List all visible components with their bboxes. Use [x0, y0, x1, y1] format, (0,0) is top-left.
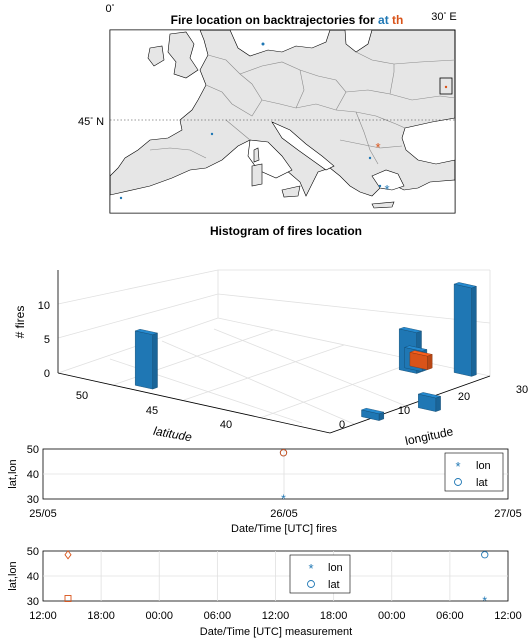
meas-xticks: 12:00 18:00 00:00 06:00 12:00 18:00 00:00 06:00…	[29, 610, 522, 622]
meas-ylabel: lat,lon	[7, 561, 19, 590]
meas-xtick: 12:00	[29, 610, 57, 622]
hist-lattick: 40	[220, 419, 232, 431]
fires-points: *	[279, 449, 288, 506]
fires-xlabel: Date/Time [UTC] fires	[231, 523, 337, 535]
fires-grid	[43, 449, 508, 499]
histogram-panel: Histogram of fires location 0 5	[13, 224, 528, 448]
map-lat-tick: 45° N	[78, 116, 104, 128]
meas-xtick: 18:00	[320, 610, 348, 622]
hist-lontick: 20	[458, 391, 470, 403]
meas-point	[481, 551, 489, 559]
meas-ytick: 40	[27, 571, 39, 583]
fires-plot: 30 40 50 lat,lon 25/05 26/05 27/05 Date/…	[7, 444, 522, 535]
meas-xtick: 18:00	[87, 610, 115, 622]
meas-legend: * lon lat	[289, 554, 351, 594]
fires-xtick: 25/05	[29, 508, 57, 520]
hist-zlabel: # fires	[13, 306, 27, 339]
sea-north	[229, 29, 331, 57]
island-ireland	[147, 45, 165, 67]
legend-marker-circle	[307, 580, 315, 588]
sea-mediterranean	[109, 139, 456, 214]
hist-bar	[134, 328, 159, 390]
fires-ytick: 30	[27, 494, 39, 506]
hist-lattick: 50	[76, 390, 88, 402]
measurement-plot: 30 40 50 lat,lon 12:00 18:00 00:00 06:00 12:…	[7, 546, 522, 638]
hist-lattick: 45	[146, 405, 158, 417]
fires-ylabel: lat,lon	[7, 459, 19, 488]
legend-marker-star: *	[308, 561, 313, 576]
map-lon-tick: 30° E	[431, 11, 456, 23]
hist-axis-lines	[57, 270, 491, 434]
hist-xlabel: latitude	[152, 424, 193, 445]
hist-bar	[417, 392, 442, 412]
legend-marker-circle	[454, 478, 462, 486]
map-title-th: th	[392, 13, 403, 27]
meas-points: *	[64, 550, 489, 608]
hist-bar	[409, 350, 433, 370]
marker-star-at: *	[384, 182, 389, 197]
map-lon-tick: 0°	[106, 3, 115, 15]
hist-ylabel: longitude	[404, 424, 455, 448]
island-crete	[371, 201, 395, 209]
fires-legend: * lon lat	[444, 452, 504, 492]
hist-ztick: 5	[44, 334, 50, 346]
map-frame: * *	[109, 29, 456, 214]
meas-xlabel: Date/Time [UTC] measurement	[200, 626, 352, 638]
island-uk	[167, 31, 199, 79]
meas-legend-lat: lat	[328, 579, 340, 591]
hist-bar	[453, 282, 478, 377]
country-borders	[149, 51, 456, 165]
fires-ytick: 50	[27, 444, 39, 456]
meas-legend-lon: lon	[328, 562, 343, 574]
island-sardinia	[251, 163, 263, 187]
hist-bars	[134, 282, 478, 421]
map-dots	[119, 42, 448, 200]
sea-baltic	[344, 29, 373, 53]
map-inset-box	[439, 77, 453, 95]
fires-point	[279, 449, 288, 457]
fires-legend-lat: lat	[476, 477, 488, 489]
meas-xtick: 00:00	[145, 610, 173, 622]
meas-xtick: 06:00	[204, 610, 232, 622]
hist-bar	[360, 407, 385, 421]
hist-ztick: 0	[44, 368, 50, 380]
hist-ztick: 10	[38, 300, 50, 312]
fires-xtick: 26/05	[270, 508, 298, 520]
meas-point: *	[482, 594, 487, 608]
histogram-title: Histogram of fires location	[210, 224, 362, 238]
meas-xtick: 00:00	[378, 610, 406, 622]
map-title-main: Fire location on backtrajectories for	[171, 13, 378, 27]
meas-ytick: 30	[27, 596, 39, 608]
map-title-at: at	[378, 13, 389, 27]
meas-point	[64, 550, 72, 560]
sea-adriatic	[271, 121, 335, 171]
sea-black	[401, 117, 456, 165]
marker-star-th: *	[375, 140, 380, 155]
island-sicily	[281, 185, 301, 198]
map-title: Fire location on backtrajectories for at…	[171, 13, 404, 27]
meas-xtick: 06:00	[436, 610, 464, 622]
meas-ytick: 50	[27, 546, 39, 558]
meas-xtick: 12:00	[494, 610, 522, 622]
map-panel: Fire location on backtrajectories for at…	[78, 3, 457, 214]
hist-lontick: 30	[516, 384, 528, 396]
fires-point: *	[281, 492, 286, 506]
meas-xtick: 12:00	[262, 610, 290, 622]
island-corsica	[253, 147, 260, 163]
meas-point	[64, 595, 72, 602]
fires-legend-lon: lon	[476, 460, 491, 472]
hist-lontick: 10	[398, 405, 410, 417]
hist-lontick: 0	[339, 419, 345, 431]
fires-xtick: 27/05	[494, 508, 522, 520]
fires-ytick: 40	[27, 469, 39, 481]
legend-marker-star: *	[455, 459, 460, 474]
